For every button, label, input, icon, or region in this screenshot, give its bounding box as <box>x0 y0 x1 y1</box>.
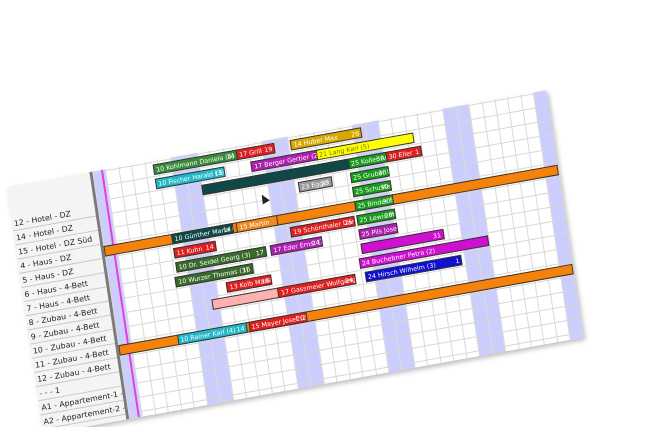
booking-end-day: 1 <box>454 257 461 266</box>
booking-end-day: 27 <box>385 94 395 104</box>
booking-grid[interactable]: 25 Maier Helmut (6)620 Mustermann Max (4… <box>92 90 584 419</box>
booking-bar[interactable]: 20 Mustermann Max (4) 27 <box>285 91 398 123</box>
booking-label: 20 Mustermann Max (4) <box>288 99 366 121</box>
booking-end-day: 1 <box>414 147 420 157</box>
weekend-column <box>533 90 584 340</box>
room-booking-planner: 12 - Hotel - DZ 14 - Hotel - DZ 15 - Hotel… <box>6 90 584 427</box>
row-gridline <box>92 90 541 132</box>
